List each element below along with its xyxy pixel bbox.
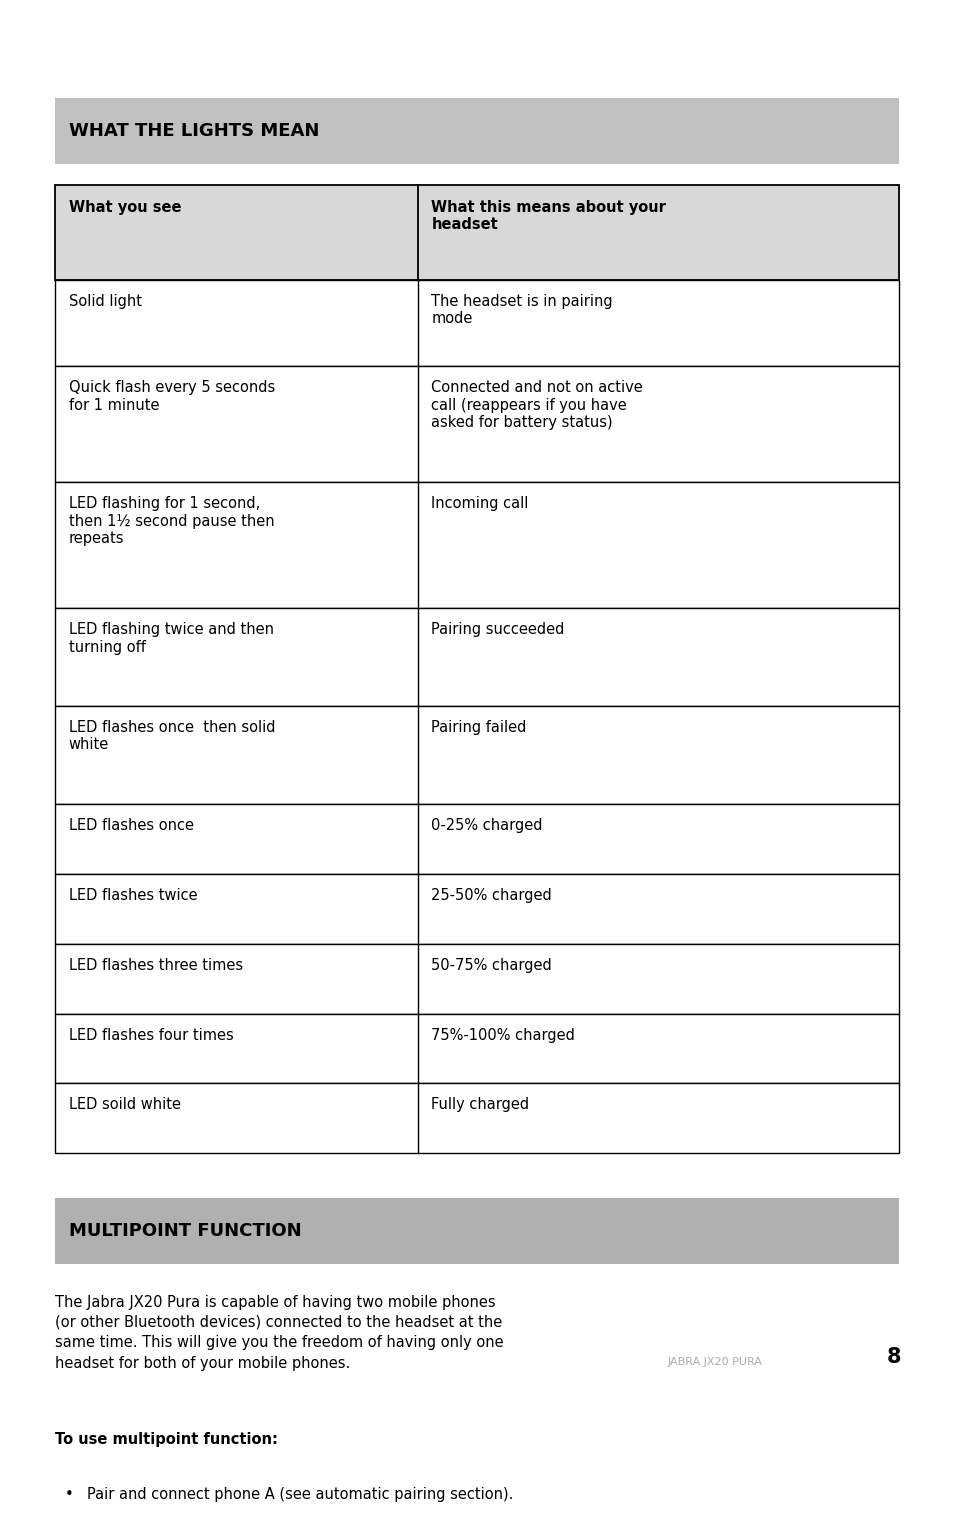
Text: LED flashes once  then solid
white: LED flashes once then solid white	[69, 720, 274, 753]
FancyBboxPatch shape	[55, 608, 898, 707]
Text: The headset is in pairing
mode: The headset is in pairing mode	[431, 293, 613, 326]
Text: 25-50% charged: 25-50% charged	[431, 888, 552, 903]
FancyBboxPatch shape	[55, 1014, 898, 1083]
Text: 50-75% charged: 50-75% charged	[431, 957, 552, 972]
FancyBboxPatch shape	[55, 707, 898, 803]
Text: Incoming call: Incoming call	[431, 496, 528, 511]
Text: The Jabra JX20 Pura is capable of having two mobile phones
(or other Bluetooth d: The Jabra JX20 Pura is capable of having…	[55, 1295, 503, 1370]
FancyBboxPatch shape	[55, 943, 898, 1014]
Text: Pairing succeeded: Pairing succeeded	[431, 622, 564, 637]
Text: Pair and connect phone A (see automatic pairing section).: Pair and connect phone A (see automatic …	[87, 1487, 513, 1502]
FancyBboxPatch shape	[55, 482, 898, 608]
FancyBboxPatch shape	[55, 184, 898, 280]
Text: LED flashing twice and then
turning off: LED flashing twice and then turning off	[69, 622, 274, 654]
Text: What this means about your
headset: What this means about your headset	[431, 200, 665, 232]
Text: LED flashes once: LED flashes once	[69, 817, 193, 833]
FancyBboxPatch shape	[55, 366, 898, 482]
Text: Fully charged: Fully charged	[431, 1097, 529, 1112]
Text: LED flashing for 1 second,
then 1½ second pause then
repeats: LED flashing for 1 second, then 1½ secon…	[69, 496, 274, 547]
Text: LED flashes three times: LED flashes three times	[69, 957, 243, 972]
Text: Connected and not on active
call (reappears if you have
asked for battery status: Connected and not on active call (reappe…	[431, 381, 642, 430]
Text: LED flashes four times: LED flashes four times	[69, 1028, 233, 1043]
Text: Quick flash every 5 seconds
for 1 minute: Quick flash every 5 seconds for 1 minute	[69, 381, 274, 413]
Text: •: •	[65, 1487, 73, 1502]
Text: 75%-100% charged: 75%-100% charged	[431, 1028, 575, 1043]
FancyBboxPatch shape	[55, 874, 898, 943]
Text: Pairing failed: Pairing failed	[431, 720, 526, 734]
Text: JABRA JX20 PURA: JABRA JX20 PURA	[667, 1358, 761, 1367]
Text: 0-25% charged: 0-25% charged	[431, 817, 542, 833]
Text: 8: 8	[886, 1347, 901, 1367]
Text: LED soild white: LED soild white	[69, 1097, 180, 1112]
Text: Solid light: Solid light	[69, 293, 142, 309]
Text: To use multipoint function:: To use multipoint function:	[55, 1432, 278, 1447]
FancyBboxPatch shape	[55, 280, 898, 366]
Text: What you see: What you see	[69, 200, 181, 215]
FancyBboxPatch shape	[55, 98, 898, 163]
FancyBboxPatch shape	[55, 1198, 898, 1264]
FancyBboxPatch shape	[55, 1083, 898, 1154]
FancyBboxPatch shape	[55, 803, 898, 874]
Text: MULTIPOINT FUNCTION: MULTIPOINT FUNCTION	[69, 1223, 301, 1240]
Text: LED flashes twice: LED flashes twice	[69, 888, 197, 903]
Text: WHAT THE LIGHTS MEAN: WHAT THE LIGHTS MEAN	[69, 121, 318, 140]
